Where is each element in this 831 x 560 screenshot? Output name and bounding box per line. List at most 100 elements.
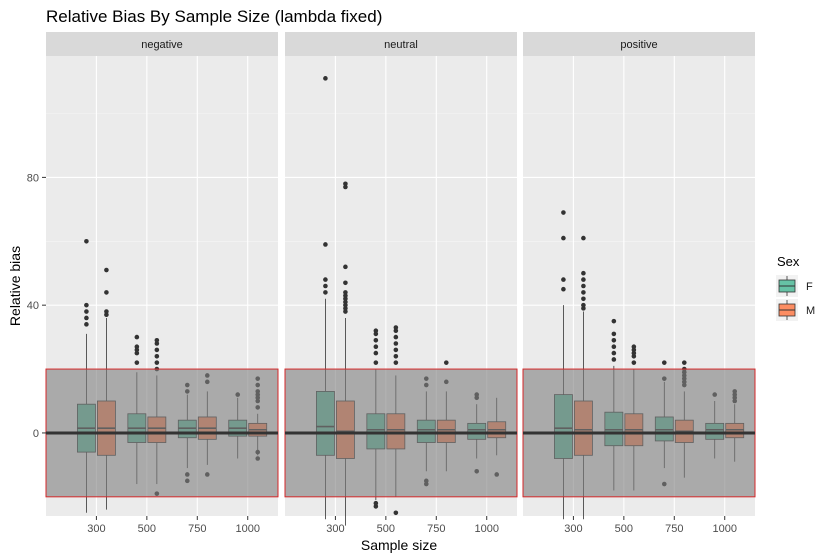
panel-neutral: neutral 300 500 750 1000 bbox=[284, 32, 518, 535]
outlier-point bbox=[561, 210, 566, 215]
strip-label: negative bbox=[141, 39, 183, 51]
outlier-point bbox=[84, 302, 89, 308]
outlier-point bbox=[581, 283, 586, 289]
outlier-point bbox=[393, 347, 399, 353]
outlier-point bbox=[561, 235, 566, 241]
strip-label: neutral bbox=[384, 39, 418, 51]
legend-label: M bbox=[806, 305, 815, 317]
panels: negative 300 500 750 1000 neutral 300 500 750 100… bbox=[45, 32, 756, 535]
outlier-point bbox=[104, 312, 109, 318]
outlier-point bbox=[104, 290, 109, 295]
legend-title: Sex bbox=[777, 254, 800, 269]
outlier-point bbox=[134, 360, 140, 365]
outlier-point bbox=[343, 290, 348, 295]
strip-background bbox=[285, 32, 517, 56]
y-tick-label: 0 bbox=[33, 428, 39, 440]
outlier-point bbox=[611, 344, 617, 349]
x-tick-label: 300 bbox=[564, 523, 582, 535]
y-axis: 0 40 80 bbox=[27, 172, 46, 440]
x-tick-label: 500 bbox=[377, 523, 395, 535]
y-tick-label: 40 bbox=[27, 300, 39, 312]
outlier-point bbox=[154, 353, 160, 359]
outlier-point bbox=[154, 347, 160, 353]
x-tick-label: 300 bbox=[326, 523, 344, 535]
outlier-point bbox=[373, 344, 379, 349]
outlier-point bbox=[373, 350, 379, 356]
y-axis-title: Relative bias bbox=[7, 246, 23, 326]
outlier-point bbox=[393, 325, 399, 330]
outlier-point bbox=[611, 338, 617, 343]
outlier-point bbox=[581, 235, 586, 241]
outlier-point bbox=[631, 353, 637, 359]
outlier-point bbox=[611, 357, 617, 362]
outlier-point bbox=[661, 360, 667, 365]
outlier-point bbox=[581, 277, 586, 282]
chart-title: Relative Bias By Sample Size (lambda fix… bbox=[46, 7, 382, 26]
outlier-point bbox=[343, 306, 348, 311]
outlier-point bbox=[681, 360, 687, 365]
outlier-point bbox=[611, 350, 617, 356]
outlier-point bbox=[343, 293, 348, 298]
outlier-point bbox=[84, 315, 89, 321]
outlier-point bbox=[631, 344, 637, 349]
outlier-point bbox=[134, 347, 140, 353]
outlier-point bbox=[323, 290, 328, 295]
outlier-point bbox=[581, 296, 586, 302]
outlier-point bbox=[561, 286, 566, 292]
x-tick-label: 1000 bbox=[712, 523, 736, 535]
outlier-point bbox=[323, 283, 328, 289]
outlier-point bbox=[393, 334, 399, 340]
legend-label: F bbox=[806, 281, 813, 293]
outlier-point bbox=[84, 322, 89, 327]
outlier-point bbox=[104, 267, 109, 273]
outlier-point bbox=[343, 296, 348, 302]
outlier-point bbox=[393, 341, 399, 346]
outlier-point bbox=[134, 344, 140, 349]
x-tick-label: 750 bbox=[665, 523, 683, 535]
legend-key-M: M bbox=[776, 299, 815, 321]
outlier-point bbox=[154, 360, 160, 365]
outlier-point bbox=[134, 334, 140, 340]
x-tick-label: 500 bbox=[615, 523, 633, 535]
outlier-point bbox=[611, 318, 617, 324]
outlier-point bbox=[611, 331, 617, 337]
outlier-point bbox=[104, 309, 109, 314]
x-tick-label: 750 bbox=[427, 523, 445, 535]
outlier-point bbox=[581, 270, 586, 276]
x-tick-label: 1000 bbox=[474, 523, 498, 535]
x-axis-title: Sample size bbox=[361, 537, 437, 553]
outlier-point bbox=[393, 328, 399, 334]
outlier-point bbox=[581, 290, 586, 295]
outlier-point bbox=[373, 331, 379, 337]
outlier-point bbox=[343, 181, 348, 187]
panel-negative: negative 300 500 750 1000 bbox=[45, 32, 279, 535]
outlier-point bbox=[393, 353, 399, 359]
outlier-point bbox=[154, 341, 160, 346]
strip-label: positive bbox=[620, 39, 657, 51]
outlier-point bbox=[84, 309, 89, 314]
outlier-point bbox=[581, 302, 586, 308]
strip-background bbox=[523, 32, 755, 56]
outlier-point bbox=[373, 500, 379, 506]
y-tick-label: 80 bbox=[27, 172, 39, 184]
outlier-point bbox=[323, 76, 328, 81]
x-tick-label: 1000 bbox=[235, 523, 259, 535]
outlier-point bbox=[443, 360, 449, 365]
panel-positive: positive 300 500 750 1000 bbox=[522, 32, 756, 535]
legend-key-F: F bbox=[776, 275, 813, 297]
outlier-point bbox=[373, 328, 379, 334]
outlier-point bbox=[581, 306, 586, 311]
outlier-point bbox=[343, 302, 348, 308]
x-tick-label: 750 bbox=[188, 523, 206, 535]
outlier-point bbox=[343, 309, 348, 314]
outlier-point bbox=[373, 338, 379, 343]
x-tick-label: 300 bbox=[87, 523, 105, 535]
outlier-point bbox=[343, 184, 348, 190]
outlier-point bbox=[373, 504, 379, 509]
outlier-point bbox=[393, 360, 399, 365]
outlier-point bbox=[393, 510, 399, 516]
outlier-point bbox=[373, 360, 379, 365]
outlier-point bbox=[343, 280, 348, 286]
outlier-point bbox=[323, 277, 328, 282]
